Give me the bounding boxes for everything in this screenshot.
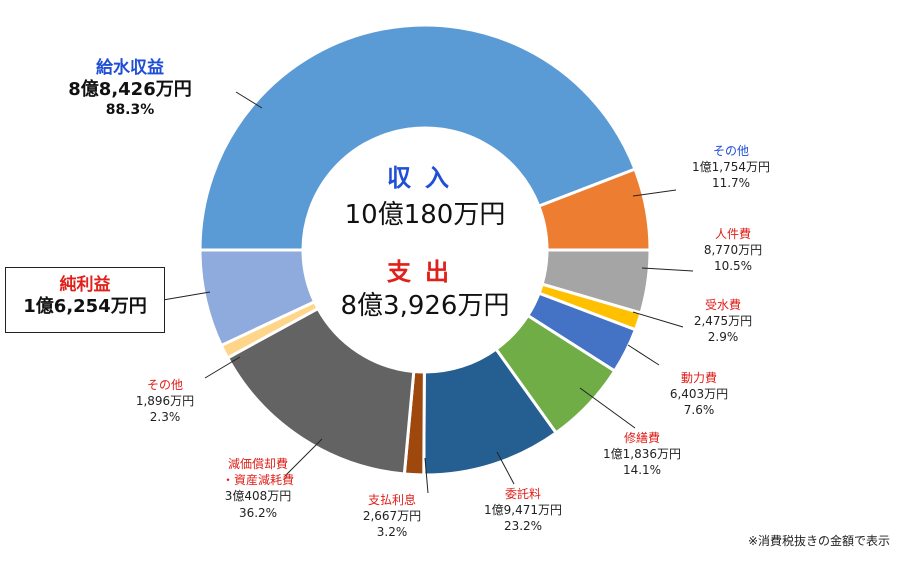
expense-other-title: その他 bbox=[146, 378, 183, 392]
leader-line-2 bbox=[641, 267, 694, 272]
label-power: 動力費 6,403万円 7.6% bbox=[659, 370, 739, 419]
personnel-percent: 10.5% bbox=[713, 259, 753, 274]
leader-line-0 bbox=[235, 91, 263, 109]
label-expense-other: その他 1,896万円 2.3% bbox=[120, 377, 210, 426]
expense-total: 8億3,926万円 bbox=[340, 291, 510, 321]
leader-line-8 bbox=[284, 438, 323, 477]
label-commission: 委託料 1億9,471万円 23.2% bbox=[468, 486, 578, 535]
received-water-percent: 2.9% bbox=[707, 330, 739, 345]
footnote: ※消費税抜きの金額で表示 bbox=[747, 534, 890, 548]
income-other-percent: 11.7% bbox=[711, 176, 751, 191]
water-amount: 8億8,426万円 bbox=[68, 79, 192, 101]
depreciation-amount: 3億408万円 bbox=[224, 489, 292, 504]
commission-percent: 23.2% bbox=[503, 519, 543, 534]
net-profit-title: 純利益 bbox=[59, 275, 111, 295]
label-personnel: 人件費 8,770万円 10.5% bbox=[693, 226, 773, 275]
expense-slice-6 bbox=[225, 306, 416, 476]
repair-percent: 14.1% bbox=[622, 463, 662, 478]
received-water-amount: 2,475万円 bbox=[693, 314, 753, 329]
personnel-title: 人件費 bbox=[714, 227, 751, 241]
income-total: 10億180万円 bbox=[344, 200, 506, 230]
income-slice-0 bbox=[198, 23, 637, 252]
leader-line-7 bbox=[424, 457, 429, 494]
expense-other-amount: 1,896万円 bbox=[135, 394, 195, 409]
income-other-title: その他 bbox=[712, 144, 749, 158]
label-income-other: その他 1億1,754万円 11.7% bbox=[676, 143, 786, 192]
leader-line-3 bbox=[632, 311, 684, 328]
leader-line-1 bbox=[632, 189, 677, 197]
label-depreciation: 減価償却費 ・資産減耗費 3億408万円 36.2% bbox=[203, 456, 313, 521]
power-amount: 6,403万円 bbox=[669, 387, 729, 402]
received-water-title: 受水費 bbox=[704, 298, 741, 312]
leader-line-4 bbox=[627, 344, 660, 366]
depreciation-percent: 36.2% bbox=[238, 505, 278, 520]
label-received-water: 受水費 2,475万円 2.9% bbox=[683, 297, 763, 346]
expense-slice-8 bbox=[198, 248, 317, 348]
power-percent: 7.6% bbox=[683, 403, 715, 418]
leader-line-9 bbox=[204, 356, 241, 379]
income-other-amount: 1億1,754万円 bbox=[692, 160, 770, 175]
expense-title: 支出 bbox=[387, 258, 463, 286]
net-profit-box: 純利益 1億6,254万円 bbox=[5, 267, 165, 333]
expense-other-percent: 2.3% bbox=[149, 410, 181, 425]
commission-amount: 1億9,471万円 bbox=[484, 503, 562, 518]
depreciation-title-2: ・資産減耗費 bbox=[221, 473, 294, 488]
label-repair: 修繕費 1億1,836万円 14.1% bbox=[592, 430, 692, 479]
leader-line-5 bbox=[579, 387, 636, 429]
label-interest: 支払利息 2,667万円 3.2% bbox=[347, 492, 437, 541]
interest-amount: 2,667万円 bbox=[362, 509, 422, 524]
repair-amount: 1億1,836万円 bbox=[603, 447, 681, 462]
repair-title: 修繕費 bbox=[623, 431, 660, 445]
label-water-revenue: 給水収益 8億8,426万円 88.3% bbox=[60, 58, 200, 119]
water-title: 給水収益 bbox=[96, 58, 164, 78]
water-percent: 88.3% bbox=[105, 101, 155, 118]
leader-line-6 bbox=[496, 451, 515, 485]
commission-title: 委託料 bbox=[504, 487, 541, 501]
personnel-amount: 8,770万円 bbox=[703, 243, 763, 258]
leader-line-10 bbox=[162, 291, 211, 301]
depreciation-title-1: 減価償却費 bbox=[227, 457, 288, 471]
interest-percent: 3.2% bbox=[376, 525, 408, 540]
income-title: 収入 bbox=[387, 164, 463, 192]
interest-title: 支払利息 bbox=[367, 493, 416, 507]
net-profit-amount: 1億6,254万円 bbox=[23, 296, 147, 318]
power-title: 動力費 bbox=[680, 371, 717, 385]
